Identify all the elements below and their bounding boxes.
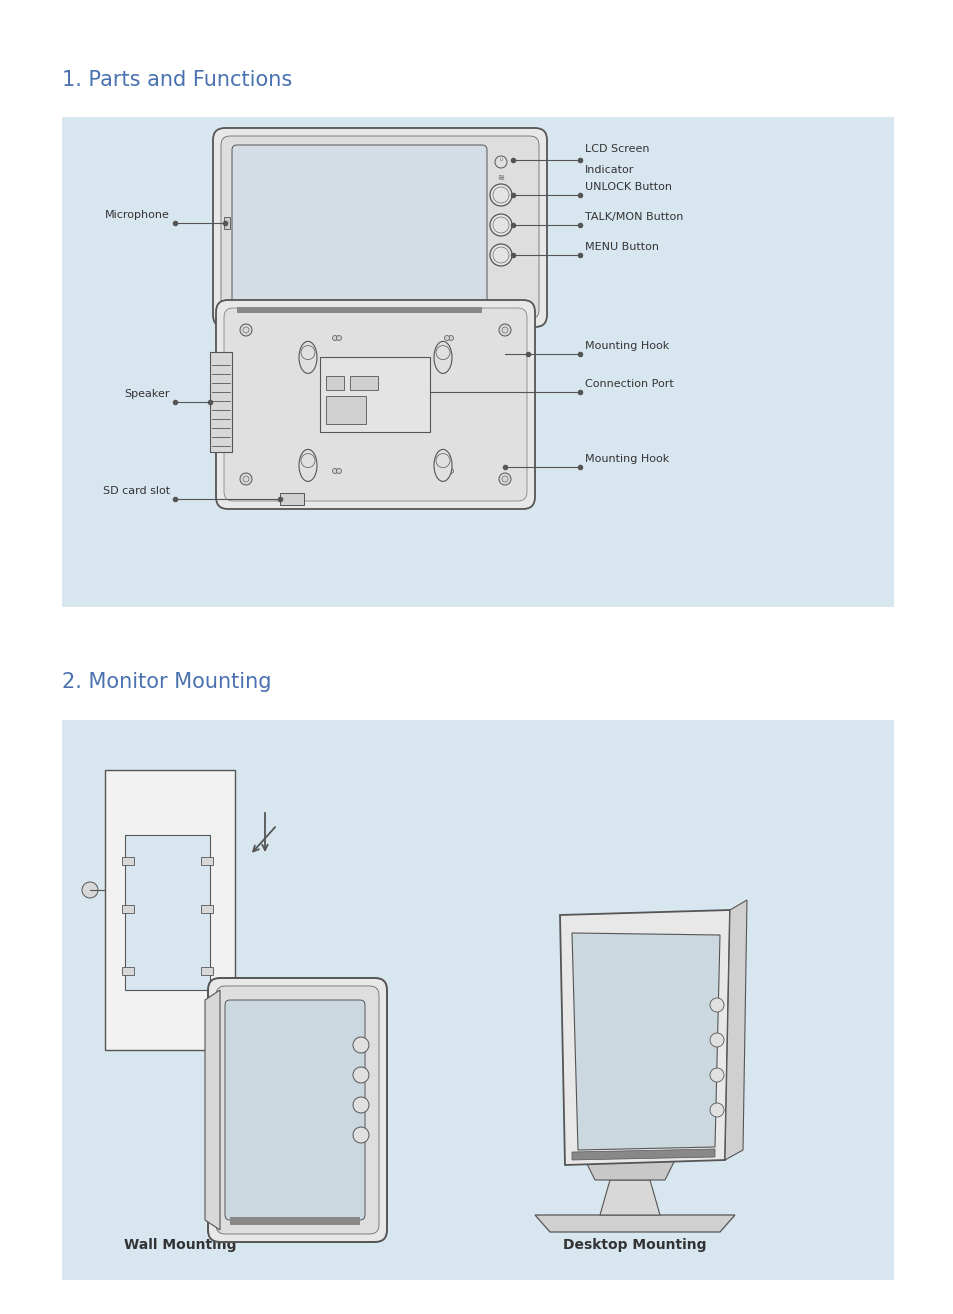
Bar [326,396,366,424]
Text: 1. Parts and Functions: 1. Parts and Functions [62,70,292,89]
Text: UNLOCK Button: UNLOCK Button [584,183,671,192]
Text: TALK/MON Button: TALK/MON Button [584,212,682,222]
FancyBboxPatch shape [232,145,486,310]
Bar [326,376,344,390]
Circle shape [498,473,511,485]
Bar [201,857,213,865]
Text: Connection Port: Connection Port [584,378,673,389]
FancyBboxPatch shape [221,137,538,319]
Polygon shape [572,933,720,1150]
Bar [236,307,481,313]
Bar [122,857,133,865]
Text: Wall Mounting: Wall Mounting [124,1238,236,1252]
Circle shape [336,469,341,473]
Circle shape [333,335,337,340]
Bar [280,493,304,505]
Text: ᵁ: ᵁ [499,159,502,166]
Circle shape [444,469,449,473]
Bar [230,1217,359,1225]
Bar [201,967,213,975]
Ellipse shape [434,342,452,373]
Text: Mounting Hook: Mounting Hook [584,342,669,351]
Polygon shape [535,1215,734,1233]
Polygon shape [579,1150,679,1180]
Circle shape [240,325,252,336]
Bar [105,770,234,1050]
Circle shape [448,335,453,340]
Circle shape [490,184,512,206]
Circle shape [336,335,341,340]
Text: Mounting Hook: Mounting Hook [584,455,669,464]
Circle shape [82,882,98,897]
Bar [122,905,133,913]
FancyBboxPatch shape [213,127,546,327]
Circle shape [240,473,252,485]
Circle shape [709,1068,723,1081]
Circle shape [353,1067,369,1083]
Bar [224,217,230,229]
Ellipse shape [298,449,316,481]
Text: SD card slot: SD card slot [103,486,170,495]
Circle shape [490,214,512,237]
Bar [125,834,210,989]
Circle shape [448,469,453,473]
Polygon shape [205,989,220,1230]
Bar [62,720,893,1280]
Ellipse shape [434,449,452,481]
Text: Indicator: Indicator [584,166,634,175]
Bar [350,376,377,390]
Bar [210,352,232,452]
Text: Desktop Mounting: Desktop Mounting [562,1238,706,1252]
Circle shape [490,244,512,265]
Circle shape [444,335,449,340]
Circle shape [353,1097,369,1113]
Bar [319,357,430,432]
Bar [201,905,213,913]
Circle shape [333,469,337,473]
Circle shape [709,1102,723,1117]
Text: 2. Monitor Mounting: 2. Monitor Mounting [62,671,272,692]
FancyBboxPatch shape [215,986,378,1234]
Circle shape [495,156,506,168]
Bar [122,967,133,975]
Ellipse shape [298,342,316,373]
FancyBboxPatch shape [224,307,526,501]
Polygon shape [599,1180,659,1215]
Circle shape [353,1037,369,1053]
Text: MENU Button: MENU Button [584,242,659,252]
FancyBboxPatch shape [208,978,387,1242]
Circle shape [709,999,723,1012]
Polygon shape [559,911,729,1166]
Text: Speaker: Speaker [125,389,170,399]
FancyBboxPatch shape [215,300,535,509]
FancyBboxPatch shape [225,1000,365,1219]
Polygon shape [572,1148,714,1160]
Polygon shape [724,900,746,1160]
Circle shape [709,1033,723,1047]
Circle shape [498,325,511,336]
Text: LCD Screen: LCD Screen [584,145,649,154]
Text: Microphone: Microphone [105,210,170,219]
Text: ≋: ≋ [497,173,504,183]
Circle shape [353,1127,369,1143]
Bar [62,117,893,607]
